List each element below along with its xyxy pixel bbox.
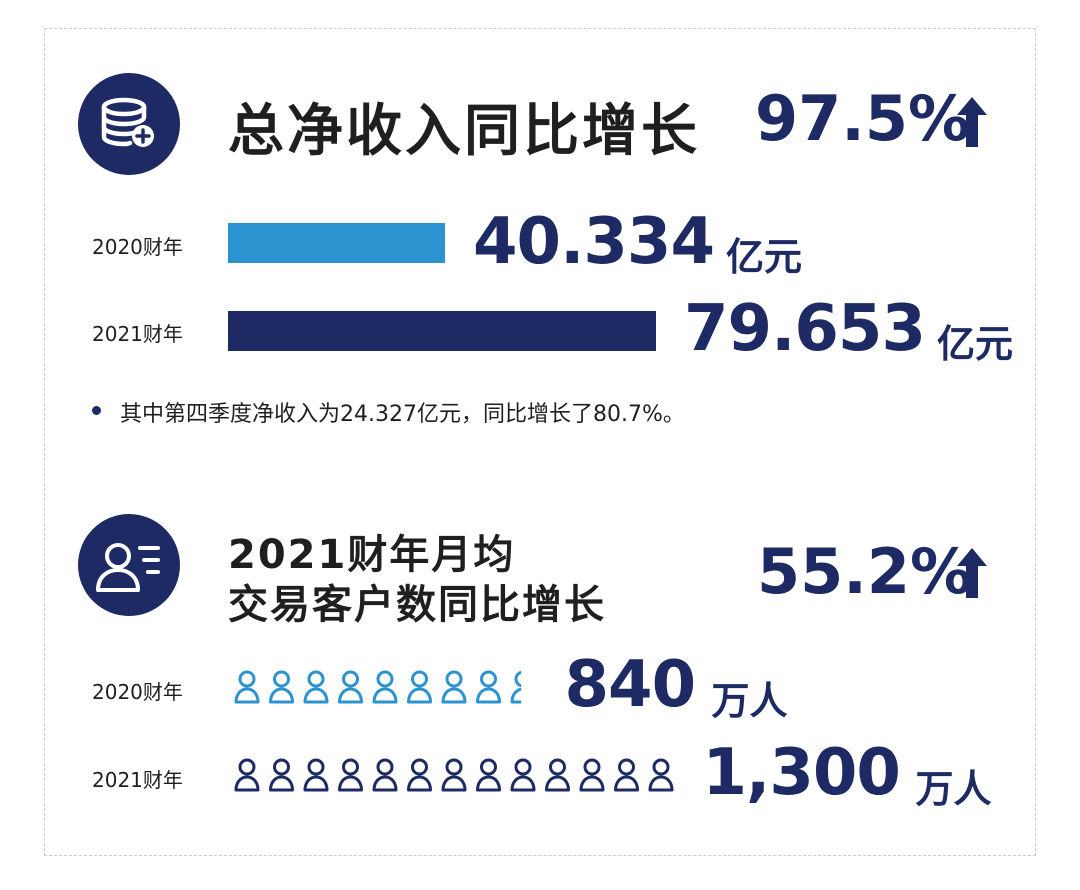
revenue-year-2020: 2020财年	[92, 235, 183, 259]
person-icon	[579, 758, 605, 792]
customers-growth: 55.2%	[757, 535, 973, 608]
person-icon	[338, 670, 363, 704]
user-card-icon	[78, 514, 180, 616]
customers-pictogram-2021	[234, 758, 674, 792]
person-icon	[234, 758, 260, 792]
person-icon	[372, 670, 398, 704]
customers-unit-2020: 万人	[711, 679, 788, 723]
revenue-growth: 97.5%	[755, 82, 971, 155]
customers-title-line1: 2021财年月均	[228, 532, 516, 578]
customers-value-2021: 1,300	[702, 736, 901, 810]
dashed-frame	[44, 28, 1036, 856]
person-icon	[476, 758, 501, 792]
person-icon	[407, 758, 432, 792]
person-icon	[269, 670, 294, 704]
revenue-value-2021: 79.653	[684, 292, 926, 366]
person-icon	[476, 670, 501, 704]
revenue-year-2021: 2021财年	[92, 322, 183, 346]
up-arrow-icon	[957, 548, 987, 598]
person-icon	[441, 758, 467, 792]
customers-year-2020: 2020财年	[92, 680, 183, 704]
person-icon	[372, 758, 398, 792]
database-plus-icon	[78, 73, 180, 175]
customers-title-line2: 交易客户数同比增长	[228, 582, 606, 628]
person-icon	[441, 670, 467, 704]
customers-unit-2021: 万人	[915, 767, 992, 811]
revenue-unit-2020: 亿元	[726, 235, 803, 279]
revenue-note: 其中第四季度净收入为24.327亿元，同比增长了80.7%。	[120, 402, 685, 427]
person-icon	[338, 758, 363, 792]
person-icon	[510, 670, 522, 704]
person-icon	[234, 670, 260, 704]
person-icon	[269, 758, 294, 792]
customers-pictogram-2020	[234, 670, 522, 704]
person-icon	[545, 758, 570, 792]
revenue-value-2020: 40.334	[473, 205, 715, 279]
revenue-bar-2021	[228, 311, 656, 351]
revenue-bar-2020	[228, 223, 445, 263]
person-icon	[303, 758, 329, 792]
up-arrow-icon	[957, 97, 987, 147]
revenue-title: 总净收入同比增长	[228, 99, 700, 164]
person-icon	[510, 758, 536, 792]
person-icon	[407, 670, 432, 704]
customers-year-2021: 2021财年	[92, 768, 183, 792]
customers-value-2020: 840	[564, 648, 697, 722]
person-icon	[648, 758, 674, 792]
person-icon	[303, 670, 329, 704]
note-bullet	[92, 406, 101, 415]
person-icon	[614, 758, 639, 792]
revenue-unit-2021: 亿元	[937, 322, 1014, 366]
